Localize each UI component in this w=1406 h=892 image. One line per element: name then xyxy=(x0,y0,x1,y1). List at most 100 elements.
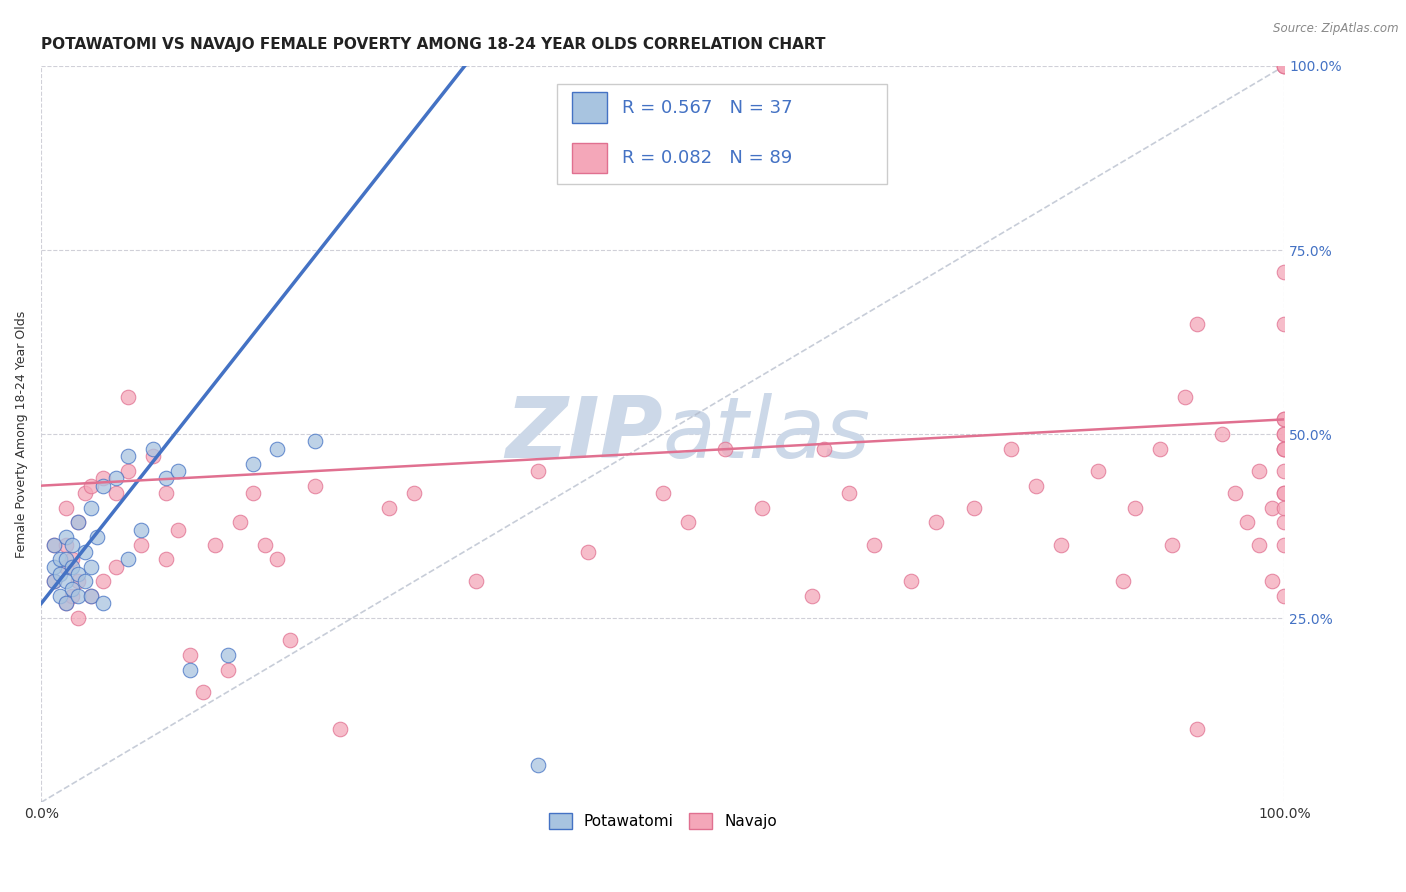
Point xyxy=(863,537,886,551)
Legend: Potawatomi, Navajo: Potawatomi, Navajo xyxy=(543,807,783,835)
Point xyxy=(142,449,165,463)
Point xyxy=(93,597,115,611)
Point xyxy=(1187,722,1209,736)
Point xyxy=(93,471,115,485)
Point xyxy=(60,559,83,574)
Point xyxy=(1272,59,1295,73)
Point xyxy=(80,589,103,603)
Point xyxy=(1261,574,1284,589)
Point xyxy=(328,722,350,736)
Point xyxy=(576,545,599,559)
Point xyxy=(155,552,177,566)
Point xyxy=(204,537,226,551)
Point xyxy=(1223,486,1246,500)
Point xyxy=(117,390,139,404)
Point xyxy=(104,471,127,485)
Point xyxy=(1249,537,1271,551)
Point xyxy=(1261,500,1284,515)
Point xyxy=(229,516,252,530)
Point xyxy=(714,442,737,456)
Point xyxy=(1272,442,1295,456)
Y-axis label: Female Poverty Among 18-24 Year Olds: Female Poverty Among 18-24 Year Olds xyxy=(15,310,28,558)
Point xyxy=(527,464,550,478)
Point xyxy=(42,574,65,589)
Point xyxy=(42,574,65,589)
Text: POTAWATOMI VS NAVAJO FEMALE POVERTY AMONG 18-24 YEAR OLDS CORRELATION CHART: POTAWATOMI VS NAVAJO FEMALE POVERTY AMON… xyxy=(41,37,825,53)
Point xyxy=(1272,59,1295,73)
Point xyxy=(304,434,326,449)
Point xyxy=(304,478,326,492)
Point xyxy=(242,486,264,500)
Point xyxy=(1272,486,1295,500)
Point xyxy=(253,537,276,551)
Text: R = 0.082   N = 89: R = 0.082 N = 89 xyxy=(621,149,792,167)
Point xyxy=(1272,464,1295,478)
Point xyxy=(217,663,239,677)
Point xyxy=(465,574,488,589)
Point xyxy=(142,442,165,456)
Point xyxy=(1272,516,1295,530)
Point xyxy=(962,500,984,515)
Point xyxy=(1025,478,1047,492)
Point xyxy=(42,537,65,551)
Point xyxy=(179,648,201,662)
Point xyxy=(1000,442,1022,456)
Point xyxy=(67,574,90,589)
Point xyxy=(1272,537,1295,551)
Point xyxy=(1272,59,1295,73)
Point xyxy=(1272,486,1295,500)
Point xyxy=(67,516,90,530)
Point xyxy=(117,449,139,463)
Point xyxy=(80,559,103,574)
Point xyxy=(1187,317,1209,331)
Point xyxy=(155,486,177,500)
Point xyxy=(117,464,139,478)
Point xyxy=(167,464,190,478)
Point xyxy=(86,530,108,544)
Text: ZIP: ZIP xyxy=(505,392,662,475)
Point xyxy=(1161,537,1184,551)
Point xyxy=(1249,464,1271,478)
Point xyxy=(67,516,90,530)
Point xyxy=(1272,442,1295,456)
Point xyxy=(60,552,83,566)
Point xyxy=(191,685,214,699)
Point xyxy=(49,589,72,603)
Point xyxy=(55,530,77,544)
Point xyxy=(93,574,115,589)
FancyBboxPatch shape xyxy=(572,143,607,173)
Point xyxy=(167,523,190,537)
Point xyxy=(800,589,823,603)
Point xyxy=(60,537,83,551)
Point xyxy=(155,471,177,485)
FancyBboxPatch shape xyxy=(572,93,607,123)
Point xyxy=(1123,500,1146,515)
Point xyxy=(1272,500,1295,515)
Point xyxy=(129,523,152,537)
Point xyxy=(42,537,65,551)
FancyBboxPatch shape xyxy=(557,85,887,184)
Point xyxy=(404,486,426,500)
Point xyxy=(1149,442,1171,456)
Point xyxy=(55,597,77,611)
Point xyxy=(1272,412,1295,426)
Point xyxy=(242,457,264,471)
Point xyxy=(55,574,77,589)
Point xyxy=(266,552,288,566)
Point xyxy=(217,648,239,662)
Point xyxy=(1211,427,1233,442)
Point xyxy=(751,500,773,515)
Point xyxy=(55,500,77,515)
Point xyxy=(1272,427,1295,442)
Text: atlas: atlas xyxy=(662,392,870,475)
Point xyxy=(278,633,301,648)
Point xyxy=(1049,537,1071,551)
Point xyxy=(60,582,83,596)
Point xyxy=(1272,442,1295,456)
Point xyxy=(55,537,77,551)
Point xyxy=(1087,464,1109,478)
Point xyxy=(55,559,77,574)
Text: R = 0.567   N = 37: R = 0.567 N = 37 xyxy=(621,99,793,117)
Point xyxy=(378,500,401,515)
Point xyxy=(266,442,288,456)
